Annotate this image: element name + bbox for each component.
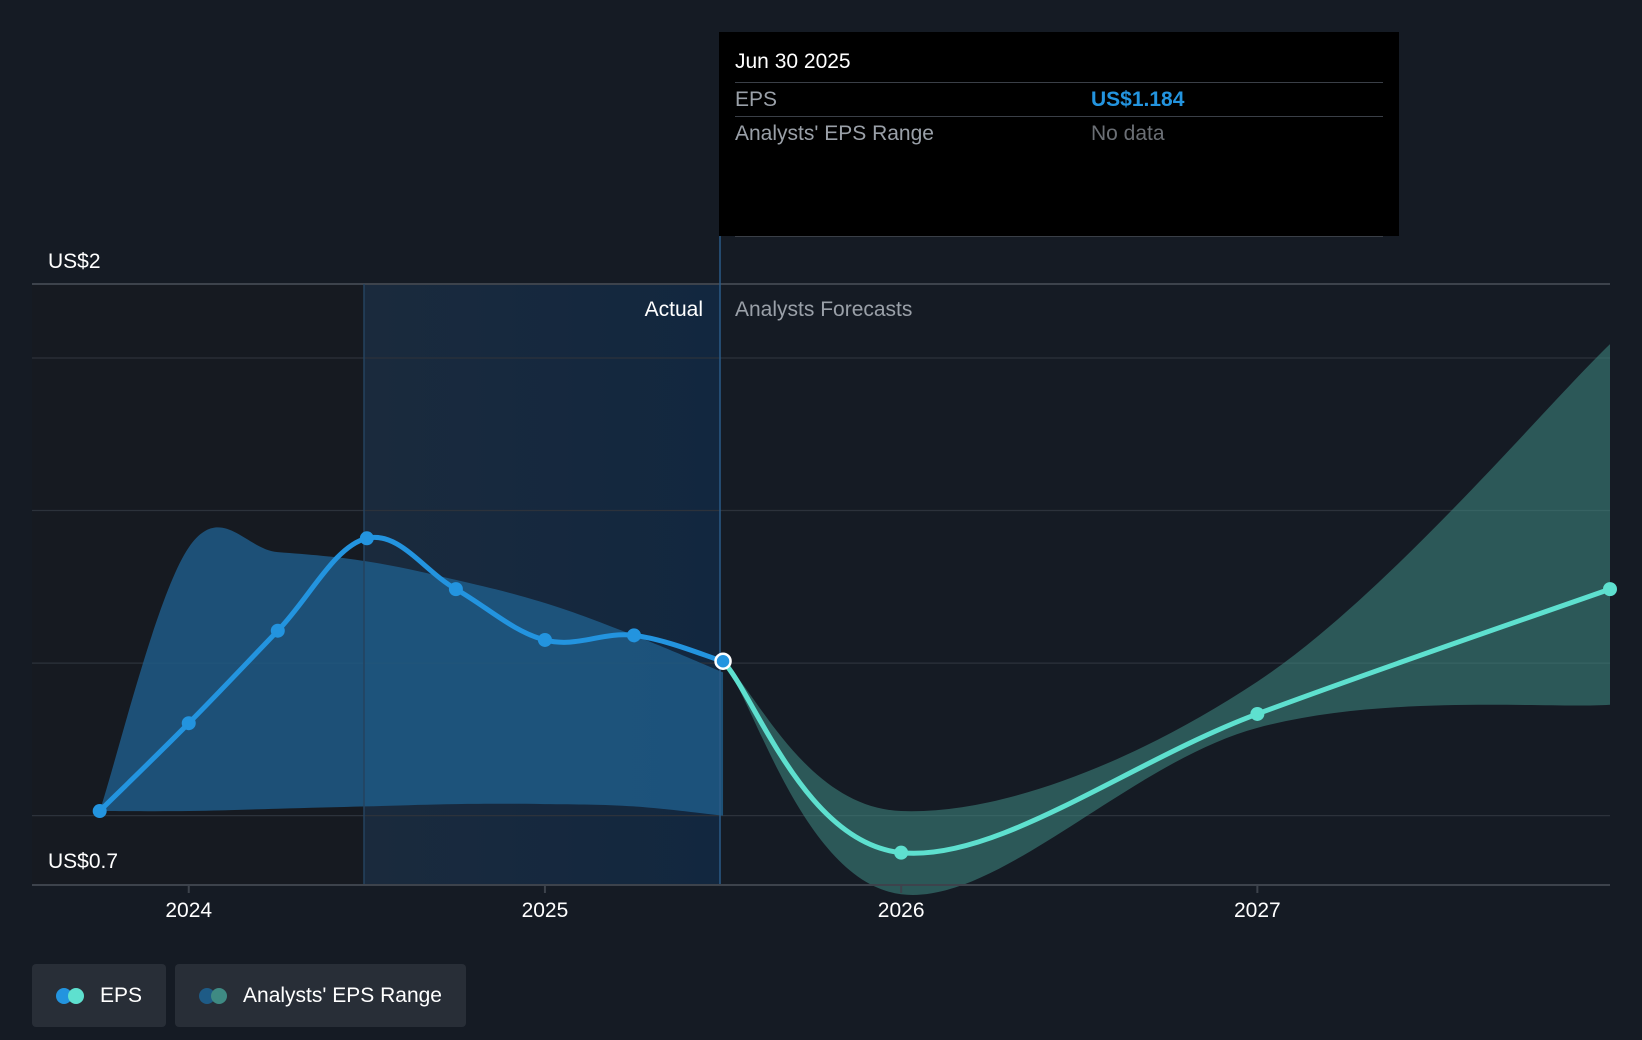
range-forecast-band [723,344,1610,895]
x-tick-label: 2024 [165,899,212,922]
legend: EPS Analysts' EPS Range [32,964,466,1027]
eps-actual-point[interactable] [181,716,196,731]
tooltip-range-label: Analysts' EPS Range [735,122,934,145]
range-actual-band [99,527,724,816]
forecast-label: Analysts Forecasts [735,298,912,321]
legend-eps-label: EPS [100,983,143,1007]
actual-label: Actual [645,298,703,321]
legend-range-label: Analysts' EPS Range [243,983,442,1007]
eps-actual-point[interactable] [537,632,552,647]
eps-forecast-line [720,586,1613,856]
legend-eps[interactable]: EPS [32,964,167,1027]
y-label-min: US$0.7 [48,850,118,873]
y-label-max: US$2 [48,250,101,273]
tooltip-range-row: Analysts' EPS Range No data [735,117,1383,150]
hover-tooltip: Jun 30 2025 EPS US$1.184 Analysts' EPS R… [719,32,1399,237]
range-legend-icon [199,987,229,1004]
tooltip-eps-value: US$1.184 [1091,88,1185,111]
tooltip-date: Jun 30 2025 [735,32,1383,83]
eps-actual-point[interactable] [448,582,463,597]
legend-range[interactable]: Analysts' EPS Range [175,964,466,1027]
eps-legend-icon [56,987,86,1004]
tooltip-divider [735,150,1383,237]
eps-forecast-point[interactable] [1250,706,1265,721]
tooltip-eps-label: EPS [735,88,778,111]
eps-actual-point[interactable] [92,804,107,819]
eps-highlight-point[interactable] [714,652,732,670]
eps-forecast-point[interactable] [894,845,909,860]
eps-actual-point[interactable] [359,531,374,546]
eps-forecast-point[interactable] [1603,582,1617,597]
x-tick-label: 2027 [1234,899,1281,922]
x-tick-label: 2025 [522,899,569,922]
tooltip-eps-row: EPS US$1.184 [735,83,1383,117]
x-tick-label: 2026 [878,899,925,922]
eps-actual-point[interactable] [626,628,641,643]
tooltip-range-value: No data [1091,122,1165,145]
eps-actual-point[interactable] [270,623,285,638]
